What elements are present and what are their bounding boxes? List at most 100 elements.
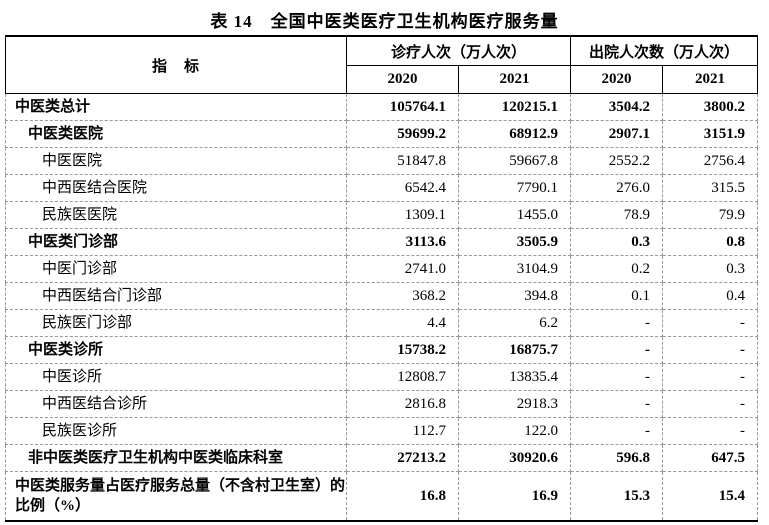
cell-value: - — [570, 309, 664, 337]
table-row: 民族医诊所 112.7 122.0- - — [5, 417, 759, 445]
cell-value: 3151.9 — [662, 120, 759, 148]
cell-value: 0.2 — [570, 255, 664, 283]
cell-value: 2552.2 — [570, 147, 664, 175]
cell-value: 2907.1 — [570, 120, 664, 148]
cell-value: 59667.8 — [457, 147, 572, 175]
cell-value: 2756.4 — [662, 147, 759, 175]
cell-value: - — [662, 309, 759, 337]
cell-value: 12808.7 — [346, 363, 459, 391]
cell-value: 2741.0 — [346, 255, 459, 283]
cell-value: 16.8 — [346, 471, 459, 522]
cell-value: 1309.1 — [346, 201, 459, 229]
cell-value: 2816.8 — [346, 390, 459, 418]
cell-value: 6542.4 — [346, 174, 459, 202]
cell-value: - — [570, 417, 664, 445]
cell-value: 3113.6 — [346, 228, 459, 256]
table-row: 中西医结合门诊部 368.2 394.8 0.1 0.4 — [5, 282, 759, 310]
cell-value: 3505.9 — [457, 228, 572, 256]
table-row: 中医类服务量占医疗服务总量（不含村卫生室）的比例（%） 16.8 16.9 15.3 1… — [5, 471, 759, 522]
cell-value: 7790.1 — [457, 174, 572, 202]
header-year-row: 2020 2021 2020 2021 — [6, 65, 759, 94]
cell-value: 394.8 — [457, 282, 572, 310]
cell-value: 0.3 — [570, 228, 664, 256]
cell-value: 315.5 — [662, 174, 759, 202]
cell-value: 6.2 — [457, 309, 572, 337]
table-row: 民族医医院 1309.1 1455.0 78.9 79.9 — [5, 201, 759, 229]
cell-value: 3504.2 — [570, 93, 664, 121]
cell-value: 0.4 — [662, 282, 759, 310]
cell-value: 596.8 — [570, 444, 664, 472]
cell-value: 15738.2 — [346, 336, 459, 364]
cell-value: 30920.6 — [457, 444, 572, 472]
row-label: 中医门诊部 — [5, 255, 347, 283]
cell-value: 79.9 — [662, 201, 759, 229]
cell-value: 2918.3 — [457, 390, 572, 418]
cell-value: 16875.7 — [457, 336, 572, 364]
table-header: 指 标 诊疗人次（万人次） 出院人次数（万人次） 2020 2021 2020 … — [5, 35, 759, 94]
cell-value: 27213.2 — [346, 444, 459, 472]
table-row: 中医类总计 105764.1 120215.1 3504.2 3800.2 — [5, 93, 759, 121]
cell-value: 112.7 — [346, 417, 459, 445]
cell-value: 3800.2 — [662, 93, 759, 121]
cell-value: 368.2 — [346, 282, 459, 310]
tcm-medical-service-table: 指 标 诊疗人次（万人次） 出院人次数（万人次） 2020 2021 2020 … — [5, 35, 759, 522]
cell-value: 59699.2 — [346, 120, 459, 148]
col-header-indicator: 指 标 — [5, 35, 347, 94]
cell-value: - — [570, 336, 664, 364]
cell-value: 51847.8 — [346, 147, 459, 175]
cell-value: - — [662, 363, 759, 391]
table-row: 中西医结合诊所 2816.8 2918.3- - — [5, 390, 759, 418]
table-row: 非中医类医疗卫生机构中医类临床科室 27213.2 30920.6 596.8 647.… — [5, 444, 759, 472]
row-label: 中医医院 — [5, 147, 347, 175]
cell-value: 647.5 — [662, 444, 759, 472]
cell-value: 1455.0 — [457, 201, 572, 229]
cell-value: 0.3 — [662, 255, 759, 283]
cell-value: 3104.9 — [457, 255, 572, 283]
row-label: 中西医结合医院 — [5, 174, 347, 202]
col-header-discharges-2021: 2021 — [662, 65, 759, 94]
row-label: 民族医门诊部 — [5, 309, 347, 337]
table-row: 中医医院 51847.8 59667.8 2552.2 2756.4 — [5, 147, 759, 175]
cell-value: 68912.9 — [457, 120, 572, 148]
cell-value: 13835.4 — [457, 363, 572, 391]
cell-value: 15.4 — [662, 471, 759, 522]
cell-value: 0.8 — [662, 228, 759, 256]
table-row: 中医诊所 12808.7 13835.4- - — [5, 363, 759, 391]
row-label: 中医类医院 — [5, 120, 347, 148]
row-label: 中医类门诊部 — [5, 228, 347, 256]
col-header-visits-2020: 2020 — [346, 65, 459, 94]
cell-value: 78.9 — [570, 201, 664, 229]
table-row: 中医门诊部 2741.0 3104.9 0.2 0.3 — [5, 255, 759, 283]
cell-value: - — [662, 417, 759, 445]
col-header-discharges-2020: 2020 — [570, 65, 664, 94]
row-label: 中医类诊所 — [5, 336, 347, 364]
cell-value: 122.0 — [457, 417, 572, 445]
cell-value: 105764.1 — [346, 93, 459, 121]
col-group-visits: 诊疗人次（万人次） — [345, 35, 572, 66]
table-body: 中医类总计 105764.1 120215.1 3504.2 3800.2 中医类医院 59… — [5, 93, 759, 522]
cell-value: 15.3 — [570, 471, 664, 522]
cell-value: 16.9 — [457, 471, 572, 522]
cell-value: 276.0 — [570, 174, 664, 202]
table-row: 中医类门诊部 3113.6 3505.9 0.3 0.8 — [5, 228, 759, 256]
row-label: 中西医结合诊所 — [5, 390, 347, 418]
row-label: 中医类服务量占医疗服务总量（不含村卫生室）的比例（%） — [5, 471, 347, 522]
cell-value: - — [662, 336, 759, 364]
row-label: 非中医类医疗卫生机构中医类临床科室 — [5, 444, 347, 472]
row-label: 中医类总计 — [5, 93, 347, 121]
table-row: 民族医门诊部 4.4 6.2- - — [5, 309, 759, 337]
cell-value: 4.4 — [346, 309, 459, 337]
page-title: 表 14 全国中医类医疗卫生机构医疗服务量 — [210, 12, 559, 31]
cell-value: 120215.1 — [457, 93, 572, 121]
row-label: 中医诊所 — [5, 363, 347, 391]
row-label: 民族医诊所 — [5, 417, 347, 445]
row-label: 中西医结合门诊部 — [5, 282, 347, 310]
col-header-visits-2021: 2021 — [457, 65, 572, 94]
table-row: 中医类医院 59699.2 68912.9 2907.1 3151.9 — [5, 120, 759, 148]
row-label: 民族医医院 — [5, 201, 347, 229]
cell-value: 0.1 — [570, 282, 664, 310]
cell-value: - — [570, 390, 664, 418]
col-group-discharges: 出院人次数（万人次） — [570, 35, 759, 66]
header-group-row: 指 标 诊疗人次（万人次） 出院人次数（万人次） — [5, 35, 759, 94]
